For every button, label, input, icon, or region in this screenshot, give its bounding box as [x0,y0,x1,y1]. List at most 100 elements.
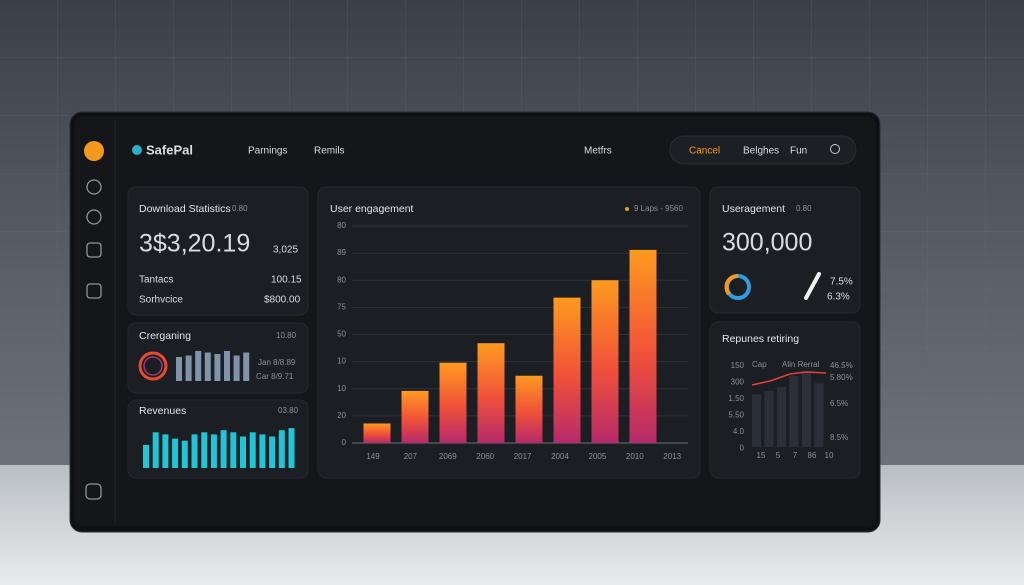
bar [629,249,657,443]
nav-item[interactable]: Remils [314,146,345,157]
gauge [138,351,168,381]
mini-bar [288,428,295,468]
row-label: Tantacs [139,275,173,286]
row-value: 100.15 [271,275,302,286]
mini-bar [240,436,246,468]
bar [363,423,391,443]
toolbar-link[interactable]: Fun [790,146,807,157]
stat-line: Jan 8/8.89 [258,358,296,367]
donut-segment [724,274,739,296]
x-tick-label: 2060 [476,452,494,461]
y-tick-label: 1.50 [728,394,744,403]
x-tick-label: 2013 [663,452,681,461]
bar [515,375,543,443]
y-tick-label: 80 [337,221,346,230]
y-tick-label: 10 [337,357,346,366]
badge: 10.80 [276,331,297,340]
mini-bar [802,372,811,447]
mini-bar [220,430,227,468]
y-tick-label: 89 [337,248,346,257]
toolbar [669,135,857,165]
mini-bar [204,352,211,381]
mini-bar [764,390,774,447]
indicator [804,272,821,300]
y-tick-label: 150 [731,361,745,370]
percent: 6.3% [827,292,850,303]
legend-dot [625,207,629,211]
x-tick-label: 5 [776,451,781,460]
x-tick-label: 2017 [514,452,532,461]
sidebar-icon[interactable] [86,242,102,258]
nav-item[interactable]: Metfrs [584,146,612,157]
mini-bar [243,352,250,381]
mini-bar [233,355,240,381]
bar [553,297,581,443]
big-value: 300,000 [722,229,812,257]
row-label: Sorhvcice [139,295,183,306]
legend: Alin Rerral [782,360,820,369]
bar [439,362,467,443]
mini-bar [230,432,237,468]
stat-line: Car 8/9.71 [256,372,294,381]
gauge-inner [143,356,163,376]
card-title: Download Statistics [139,203,231,215]
mini-bar [777,387,786,447]
mini-bar [210,434,217,468]
search-icon[interactable] [830,144,840,154]
mini-bar [201,432,208,468]
mini-bar [191,434,198,468]
badge: 0.80 [232,204,248,213]
mini-bar [185,355,192,381]
card-title: Repunes retiring [722,333,799,345]
sidebar-icon[interactable] [85,483,102,500]
cancel-button[interactable]: Cancel [689,146,720,157]
x-tick-label: 7 [793,451,798,460]
toolbar-link[interactable]: Belghes [743,146,779,157]
x-tick-label: 2010 [626,452,644,461]
sidebar-icon[interactable] [86,283,102,299]
card-title: Crerganing [139,330,191,342]
x-tick-label: 15 [757,451,766,460]
y-tick-label: 0 [740,444,745,453]
x-tick-label: 10 [825,451,834,460]
mini-bar [278,430,285,468]
y-tick-label: 20 [337,411,346,420]
x-tick-label: 207 [404,452,418,461]
card [127,186,309,316]
x-tick-label: 2004 [551,452,569,461]
mini-bar [152,432,159,468]
x-tick-label: 2069 [439,452,457,461]
side-label: 6.5% [830,399,848,408]
nav-item[interactable]: Parnings [248,146,287,157]
card-title: Useragement [722,203,785,215]
x-tick-label: 2005 [589,452,607,461]
row-value: $800.00 [264,295,301,306]
percent: 7.5% [830,277,853,288]
y-tick-label: 0 [342,438,347,447]
mini-bar [172,438,179,468]
side-label: 46.5% [830,361,853,370]
card-title: Revenues [139,405,186,417]
y-tick-label: 50 [337,330,346,339]
trend-line [751,371,827,386]
y-tick-label: 4.0 [733,427,745,436]
y-tick-label: 75 [337,302,346,311]
sidebar-icon[interactable] [86,209,102,225]
mini-bar [224,351,230,381]
bar [591,280,619,443]
mini-bar [143,444,149,468]
mini-bar [176,357,182,381]
sidebar-icon[interactable] [86,179,102,195]
chart-title: User engagement [330,203,414,215]
brand-icon [132,145,142,155]
mini-bar [789,375,799,447]
mini-bar [814,383,824,447]
brand: SafePal [146,142,193,157]
y-tick-label: 10 [337,384,346,393]
sidebar-logo[interactable] [84,141,104,161]
mini-bar [752,394,761,447]
amount: 3$3,20.19 [139,230,250,258]
side-label: 5.80% [830,373,853,382]
badge: 03.80 [278,406,299,415]
